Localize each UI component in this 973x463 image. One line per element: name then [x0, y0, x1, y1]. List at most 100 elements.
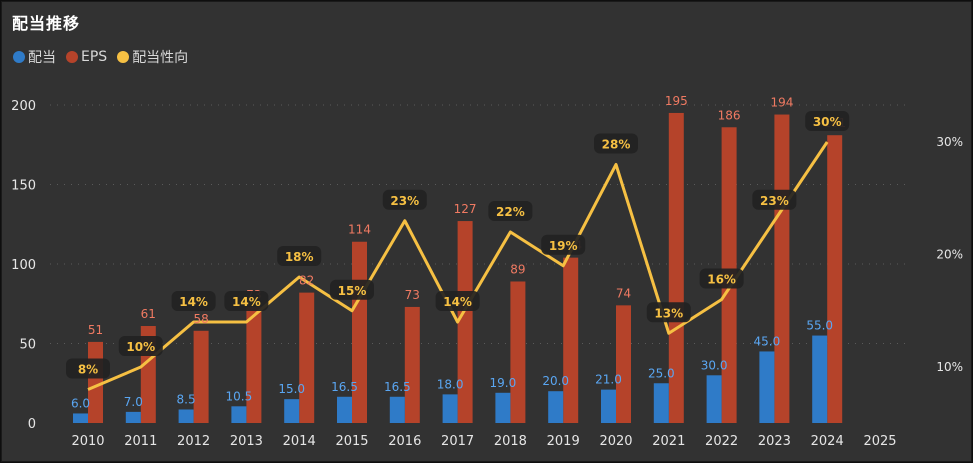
y-left-tick-label: 100: [11, 258, 36, 273]
data-label-eps-2010: 51: [88, 323, 103, 337]
data-label-bg-payout-2018: [488, 201, 533, 221]
data-label-payout-2020: 28%: [602, 138, 631, 152]
data-label-dividend-2010: 6.0: [71, 396, 90, 410]
legend-label-dividend: 配当: [28, 50, 56, 66]
x-tick-label-2014: 2014: [283, 434, 316, 449]
data-label-bg-payout-2020: [594, 133, 638, 154]
data-label-bg-payout-2024: [805, 111, 850, 131]
bar-eps-2013: [246, 306, 262, 423]
y-right-tick-label: 10%: [936, 360, 963, 374]
y-right-tick-label: 20%: [936, 248, 963, 262]
bar-dividend-2024: [812, 335, 828, 423]
data-label-bg-payout-2016: [382, 189, 427, 210]
data-label-payout-2022: 16%: [707, 273, 736, 287]
legend-swatch-payout: [117, 51, 130, 63]
x-tick-label-2011: 2011: [124, 434, 157, 449]
bar-dividend-2022: [706, 375, 722, 423]
x-tick-label-2020: 2020: [599, 434, 632, 449]
x-tick-label-2025: 2025: [863, 434, 896, 449]
data-label-payout-2017: 14%: [443, 295, 472, 309]
bar-dividend-2021: [653, 383, 669, 423]
data-label-dividend-2015: 16.5: [331, 380, 358, 394]
data-label-payout-2011: 10%: [126, 340, 155, 354]
data-label-bg-payout-2013: [224, 291, 269, 311]
bar-dividend-2010: [73, 413, 88, 423]
x-tick-label-2015: 2015: [335, 434, 368, 449]
y-left-tick-label: 200: [11, 99, 36, 114]
bar-dividend-2013: [231, 406, 247, 423]
bar-eps-2020: [616, 305, 631, 423]
bar-dividend-2023: [759, 351, 775, 423]
data-label-payout-2012: 14%: [179, 295, 208, 309]
bar-eps-2012: [193, 330, 209, 423]
bar-eps-2014: [299, 292, 315, 423]
bar-dividend-2016: [389, 396, 405, 423]
data-label-dividend-2014: 15.0: [278, 382, 305, 396]
data-label-dividend-2011: 7.0: [124, 395, 143, 409]
x-tick-label-2010: 2010: [71, 434, 104, 449]
data-label-eps-2015: 114: [348, 223, 371, 237]
bar-eps-2024: [827, 135, 843, 423]
chart-title: 配当推移: [12, 14, 81, 33]
data-label-payout-2014: 18%: [285, 250, 314, 264]
x-tick-label-2023: 2023: [758, 434, 791, 449]
data-label-bg-payout-2015: [330, 279, 374, 300]
data-label-payout-2021: 13%: [654, 306, 683, 320]
legend-item-eps[interactable]: EPS: [66, 49, 107, 65]
data-label-eps-2018: 89: [510, 262, 525, 276]
data-label-payout-2019: 19%: [549, 239, 578, 253]
data-label-dividend-2016: 16.5: [384, 380, 411, 394]
data-label-payout-2024: 30%: [813, 115, 842, 129]
y-left-tick-label: 0: [28, 417, 36, 432]
y-right-tick-label: 30%: [936, 135, 963, 149]
data-label-bg-payout-2022: [699, 268, 744, 289]
data-label-bg-payout-2012: [171, 291, 216, 311]
data-label-eps-2011: 61: [141, 307, 156, 321]
legend-swatch-dividend: [13, 51, 25, 63]
x-tick-label-2024: 2024: [811, 434, 844, 449]
legend-swatch-eps: [66, 51, 78, 63]
bar-eps-2018: [510, 281, 526, 423]
data-label-eps-2017: 127: [454, 202, 477, 216]
bar-dividend-2017: [442, 394, 458, 423]
x-tick-label-2018: 2018: [494, 434, 527, 449]
data-label-dividend-2012: 8.5: [177, 392, 196, 406]
data-label-dividend-2022: 30.0: [701, 358, 728, 372]
legend-label-payout: 配当性向: [132, 50, 189, 66]
data-label-bg-payout-2010: [66, 358, 110, 379]
data-label-payout-2018: 22%: [496, 205, 525, 219]
legend-item-dividend[interactable]: 配当: [13, 47, 56, 67]
bar-dividend-2019: [548, 391, 564, 423]
data-label-bg-payout-2021: [646, 302, 691, 323]
data-label-eps-2022: 186: [718, 108, 741, 122]
x-tick-label-2019: 2019: [547, 434, 580, 449]
data-label-payout-2010: 8%: [78, 363, 98, 377]
data-label-eps-2023: 194: [770, 96, 793, 110]
bar-eps-2015: [352, 241, 367, 423]
data-label-dividend-2017: 18.0: [437, 377, 464, 391]
data-label-bg-payout-2014: [277, 246, 322, 266]
x-tick-label-2012: 2012: [177, 434, 210, 449]
x-tick-label-2021: 2021: [652, 434, 685, 449]
line-payout-ratio: [87, 141, 829, 391]
data-label-payout-2023: 23%: [760, 194, 789, 208]
data-label-payout-2016: 23%: [390, 194, 419, 208]
data-label-eps-2014: 82: [299, 274, 314, 288]
data-label-dividend-2023: 45.0: [754, 334, 781, 348]
x-tick-label-2017: 2017: [441, 434, 474, 449]
data-label-bg-payout-2017: [435, 291, 480, 311]
bar-dividend-2020: [601, 389, 616, 423]
data-label-eps-2016: 73: [405, 288, 420, 302]
legend-item-payout[interactable]: 配当性向: [117, 47, 188, 67]
data-label-dividend-2013: 10.5: [226, 389, 253, 403]
y-left-tick-label: 50: [19, 338, 36, 353]
legend-label-eps: EPS: [81, 49, 108, 65]
data-label-bg-payout-2011: [118, 336, 163, 356]
y-left-tick-label: 150: [11, 179, 36, 194]
bar-eps-2021: [668, 112, 684, 423]
x-tick-label-2016: 2016: [388, 434, 421, 449]
legend: 配当 EPS 配当性向: [13, 47, 198, 67]
data-label-eps-2012: 58: [193, 312, 208, 326]
